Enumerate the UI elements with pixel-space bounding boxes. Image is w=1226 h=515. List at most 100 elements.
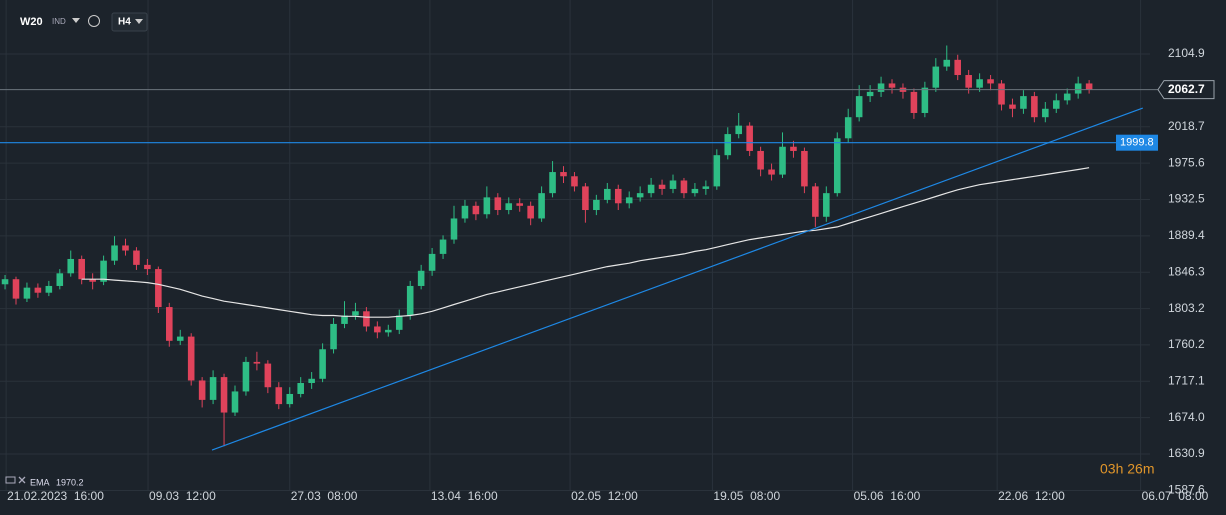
candle-body xyxy=(735,125,742,135)
candle-body xyxy=(494,197,502,211)
candle-body xyxy=(910,91,918,113)
candle-body xyxy=(560,172,567,177)
grid xyxy=(0,0,1150,492)
y-tick-label: 1932.5 xyxy=(1168,192,1205,206)
price-label: 2062.7 xyxy=(1168,82,1205,96)
candle-body xyxy=(155,269,162,308)
candle-body xyxy=(516,203,523,206)
candle-body xyxy=(855,96,863,118)
x-tick-label: 22.06 12:00 xyxy=(998,489,1065,503)
candle-body xyxy=(187,336,195,381)
candle-body xyxy=(757,150,764,170)
candle-body xyxy=(231,391,239,413)
candle-body xyxy=(253,361,261,364)
candle-body xyxy=(746,125,753,151)
candle-body xyxy=(34,287,42,293)
candle-body xyxy=(483,197,491,215)
x-tick-label: 21.02.2023 16:00 xyxy=(7,489,104,503)
timeframe[interactable]: H4 xyxy=(118,17,131,28)
symbol[interactable]: W20 xyxy=(20,16,43,28)
candle-body xyxy=(472,205,480,215)
candle-body xyxy=(932,66,940,88)
candle-body xyxy=(812,186,819,217)
dropdown-caret[interactable] xyxy=(135,19,143,24)
candle-body xyxy=(998,83,1005,105)
candle-body xyxy=(1,279,9,285)
candle-body xyxy=(385,329,392,333)
candle-body xyxy=(1063,93,1071,101)
horizontal-line-tag xyxy=(1116,134,1158,151)
timeframe-button[interactable] xyxy=(111,12,148,32)
candle-body xyxy=(669,180,677,189)
y-tick-label: 1975.6 xyxy=(1168,155,1205,169)
candle-body xyxy=(582,186,589,211)
candle-body xyxy=(417,270,425,286)
y-tick-label: 1587.6 xyxy=(1168,483,1205,497)
candle-body xyxy=(308,378,315,384)
candle-body xyxy=(133,250,140,265)
price-tag xyxy=(1157,80,1215,100)
candle-body xyxy=(209,377,217,400)
x-tick-label: 13.04 16:00 xyxy=(431,489,498,503)
candle-body xyxy=(220,377,228,413)
candle-body xyxy=(439,239,447,254)
candle-body xyxy=(877,83,885,92)
candle-body xyxy=(505,203,513,211)
candle-body xyxy=(724,134,732,156)
candle-body xyxy=(844,117,852,139)
candle-body xyxy=(790,146,797,151)
candle-body xyxy=(56,273,64,286)
candle-body xyxy=(45,285,53,293)
candle-body xyxy=(78,258,85,280)
indicator-value: 1970.2 xyxy=(56,477,84,487)
ema-line xyxy=(81,167,1090,318)
candle-body xyxy=(286,393,294,405)
candle-body xyxy=(1074,83,1082,94)
candle-body xyxy=(275,387,283,405)
candle-body xyxy=(943,59,951,67)
candle-body xyxy=(352,311,359,316)
candle-body xyxy=(625,197,633,204)
plot xyxy=(0,45,1160,451)
indicator-icon[interactable] xyxy=(5,476,16,484)
candle-body xyxy=(823,193,830,217)
candle-body xyxy=(1031,96,1038,118)
x-tick-label: 06.07 08:00 xyxy=(1142,489,1209,503)
y-tick-label: 1630.9 xyxy=(1168,446,1205,460)
y-tick-label: 1674.0 xyxy=(1168,410,1205,424)
y-tick-label: 2104.9 xyxy=(1168,46,1205,60)
candle-body xyxy=(888,83,896,88)
y-tick-label: 1803.2 xyxy=(1168,301,1205,315)
candle-body xyxy=(954,59,962,76)
candle-body xyxy=(12,279,20,299)
candle-body xyxy=(680,180,688,194)
candle-body xyxy=(122,245,129,251)
candle-body xyxy=(450,218,458,240)
candle-body xyxy=(111,245,118,261)
y-tick-label: 1889.4 xyxy=(1168,228,1205,242)
candle-body xyxy=(297,383,304,394)
indicator-name: EMA xyxy=(30,477,50,487)
candle-body xyxy=(658,184,666,189)
candle-body xyxy=(395,315,403,330)
candle-body xyxy=(1085,83,1093,90)
x-tick-label: 05.06 16:00 xyxy=(854,489,921,503)
info-icon[interactable] xyxy=(88,15,100,27)
y-tick-label: 1717.1 xyxy=(1168,373,1205,387)
candle-body xyxy=(833,138,841,194)
candle-body xyxy=(647,184,655,194)
candle-body xyxy=(23,287,31,299)
candle-body xyxy=(527,205,534,219)
candle-body xyxy=(866,91,874,97)
indicator-close[interactable] xyxy=(18,476,26,484)
candle-body xyxy=(614,188,622,204)
y-tick-label: 2018.7 xyxy=(1168,119,1205,133)
market[interactable]: IND xyxy=(52,17,66,26)
dropdown-caret[interactable] xyxy=(72,18,80,23)
x-tick-label: 27.03 08:00 xyxy=(291,489,358,503)
candle-body xyxy=(768,169,775,175)
candle-body xyxy=(363,311,370,327)
candle-body xyxy=(264,363,272,388)
candle-body xyxy=(976,79,983,88)
